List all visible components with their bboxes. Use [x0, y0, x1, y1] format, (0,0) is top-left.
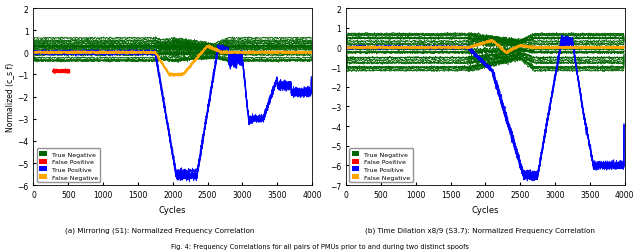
Legend: True Negative, False Positive, True Positive, False Negative: True Negative, False Positive, True Posi…	[36, 149, 100, 182]
Text: (b) Time Dilation x8/9 (S3.7): Normalized Frequency Correlation: (b) Time Dilation x8/9 (S3.7): Normalize…	[365, 227, 595, 233]
Legend: True Negative, False Positive, True Positive, False Negative: True Negative, False Positive, True Posi…	[349, 149, 413, 182]
Text: (a) Mirroring (S1): Normalized Frequency Correlation: (a) Mirroring (S1): Normalized Frequency…	[65, 227, 255, 233]
Text: Fig. 4: Frequency Correlations for all pairs of PMUs prior to and during two dis: Fig. 4: Frequency Correlations for all p…	[171, 243, 469, 249]
Y-axis label: Normalized (c_s f): Normalized (c_s f)	[6, 63, 15, 132]
X-axis label: Cycles: Cycles	[472, 205, 499, 214]
X-axis label: Cycles: Cycles	[159, 205, 186, 214]
